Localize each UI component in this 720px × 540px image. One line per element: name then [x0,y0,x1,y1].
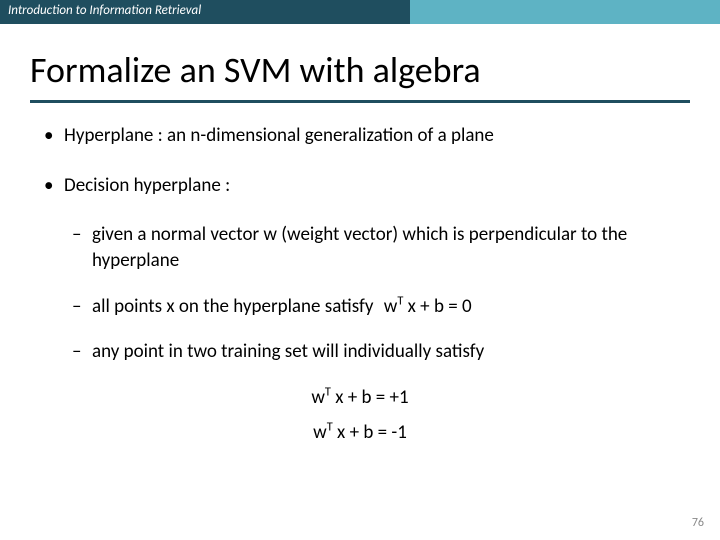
bullet-level1: • Hyperplane : an n-dimensional generali… [44,123,676,149]
equation-block: wT x + b = +1 wT x + b = -1 [44,385,676,446]
eq-part: x + b = +1 [331,386,409,409]
bullet-text-with-eq: all points x on the hyperplane satisfy w… [92,294,472,320]
header-label: Introduction to Information Retrieval [0,0,410,24]
slide-title: Formalize an SVM with algebra [30,48,690,92]
bullet-level2: – given a normal vector w (weight vector… [72,222,676,273]
bullet-text: Hyperplane : an n-dimensional generaliza… [64,123,494,149]
bullet-level1: • Decision hyperplane : [44,173,676,199]
bullet-dash-icon: – [72,294,92,320]
bullet-level2: – all points x on the hyperplane satisfy… [72,294,676,320]
bullet-level2: – any point in two training set will ind… [72,339,676,365]
bullet-dash-icon: – [72,339,92,365]
header-bar: Introduction to Information Retrieval [0,0,720,24]
slide: Introduction to Information Retrieval Fo… [0,0,720,540]
eq-part: w [311,386,325,409]
eq-part: w [313,421,327,444]
bullet-dash-icon: – [72,222,92,273]
bullet-text: given a normal vector w (weight vector) … [92,222,676,273]
equation: wT x + b = +1 [44,385,676,411]
eq-part: x + b = 0 [403,295,471,318]
header-accent [410,0,720,24]
bullet-text: any point in two training set will indiv… [92,339,484,365]
eq-part: w [384,295,398,318]
bullet-text: all points x on the hyperplane satisfy [92,295,373,318]
bullet-dot-icon: • [44,173,64,199]
page-number: 76 [692,516,704,530]
bullet-text: Decision hyperplane : [64,173,230,199]
bullet-dot-icon: • [44,123,64,149]
equation: wT x + b = -1 [44,420,676,446]
title-area: Formalize an SVM with algebra [0,24,720,103]
content-area: • Hyperplane : an n-dimensional generali… [0,103,720,446]
inline-equation: wT x + b = 0 [384,295,472,318]
eq-part: x + b = -1 [333,421,407,444]
